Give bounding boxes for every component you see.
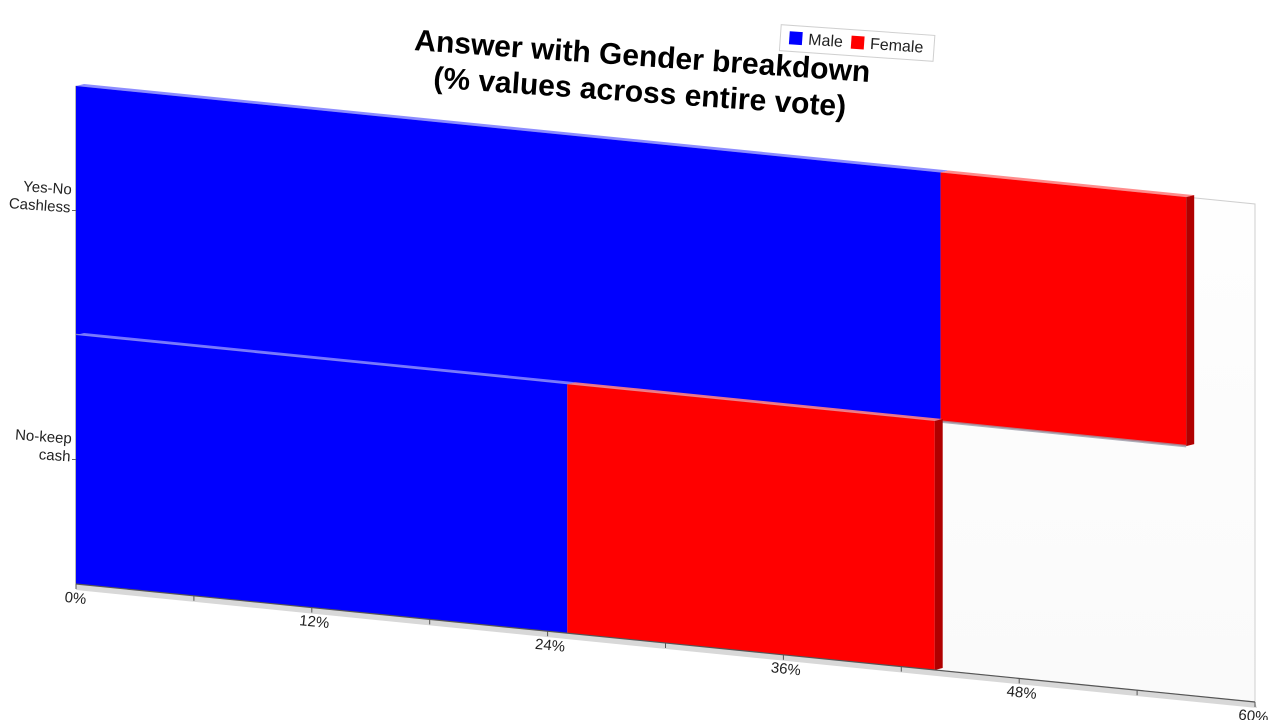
legend-label-male: Male xyxy=(808,32,844,51)
legend: Male Female xyxy=(778,24,936,62)
bar-female-1 xyxy=(940,170,1195,447)
bar-side-face xyxy=(1186,195,1195,447)
bar-front-face xyxy=(76,86,941,422)
category-label-line: Cashless xyxy=(8,195,71,216)
category-label-line: No-keep xyxy=(15,427,73,448)
bar-front-face xyxy=(567,384,935,670)
plot-floor xyxy=(76,584,1257,708)
y-axis: Yes-NoCashless No-keepcash xyxy=(8,177,76,466)
x-tick-label: 60% xyxy=(1238,707,1270,720)
x-tick-label: 36% xyxy=(770,659,802,679)
bar-female-2 xyxy=(567,382,943,670)
bar-top-face xyxy=(940,170,1195,198)
category-label: No-keepcash xyxy=(13,427,72,466)
legend-label-female: Female xyxy=(869,36,924,57)
bar-male-1 xyxy=(76,84,949,422)
bar-front-face xyxy=(940,172,1187,447)
x-tick-label: 24% xyxy=(534,636,566,656)
category-label-line: cash xyxy=(38,446,71,465)
x-tick-label: 48% xyxy=(1006,683,1038,703)
bars-layer xyxy=(75,84,1195,670)
category-label-line: Yes-No xyxy=(23,178,73,198)
legend-swatch-female xyxy=(850,35,865,50)
bar-side-face xyxy=(934,419,943,670)
legend-swatch-male xyxy=(788,31,803,46)
bar-top-face xyxy=(76,84,949,173)
bar-male-2 xyxy=(76,333,576,634)
x-axis: 0% 12% 24% 36% 48% 60% xyxy=(64,583,1270,720)
bar-top-face xyxy=(76,333,576,385)
bar-top-face xyxy=(567,382,943,421)
x-tick-label: 12% xyxy=(298,612,330,632)
bar-front-face xyxy=(76,335,568,634)
category-label: Yes-NoCashless xyxy=(8,177,72,216)
x-tick-label: 0% xyxy=(64,589,87,608)
